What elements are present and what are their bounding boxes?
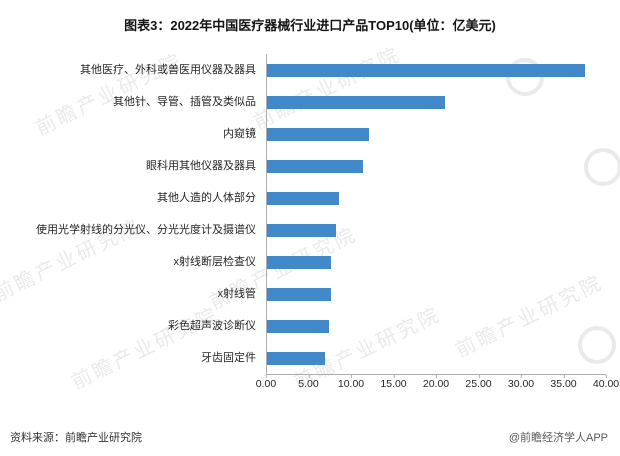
bar [267, 287, 331, 301]
x-axis-tick-label: 10.00 [337, 375, 365, 390]
bar-row: 其他医疗、外科或兽医用仪器及器具 [6, 54, 606, 86]
x-axis-tick-label: 15.00 [380, 375, 407, 390]
bar [267, 351, 326, 365]
bar [267, 95, 445, 109]
bar-row: 其他针、导管、插管及类似品 [6, 86, 606, 118]
credit-label: @前瞻经济学人APP [508, 432, 608, 444]
x-axis-tick-label: 25.00 [465, 375, 492, 390]
category-label: 其他人造的人体部分 [157, 191, 256, 204]
chart-rows: 其他医疗、外科或兽医用仪器及器具其他针、导管、插管及类似品内窥镜眼科用其他仪器及… [6, 54, 606, 374]
bar-track [266, 86, 606, 118]
data-source-label: 资料来源：前瞻产业研究院 [10, 432, 142, 444]
category-label: 其他医疗、外科或兽医用仪器及器具 [80, 63, 256, 76]
bar-track [266, 214, 606, 246]
bar-row: 使用光学射线的分光仪、分光光度计及摄谱仪 [6, 214, 606, 246]
bar-track [266, 310, 606, 342]
chart-title: 图表3：2022年中国医疗器械行业进口产品TOP10(单位：亿美元) [124, 18, 496, 33]
bar-track [266, 182, 606, 214]
x-axis-tick-label: 35.00 [550, 375, 577, 390]
bar [267, 159, 363, 173]
category-label: 牙齿固定件 [201, 351, 256, 364]
bar-track [266, 54, 606, 86]
axis-spacer [6, 374, 266, 399]
x-axis-tick-label: 5.00 [298, 375, 319, 390]
category-label: 眼科用其他仪器及器具 [146, 159, 256, 172]
category-label: 彩色超声波诊断仪 [168, 319, 256, 332]
bar [267, 191, 340, 205]
bar-track [266, 246, 606, 278]
bar-track [266, 342, 606, 374]
category-label: 内窥镜 [223, 127, 256, 140]
bar-row: 牙齿固定件 [6, 342, 606, 374]
x-axis-tick-label: 30.00 [507, 375, 535, 390]
bar [267, 127, 369, 141]
x-axis-tick-label: 20.00 [422, 375, 450, 390]
bar-track [266, 118, 606, 150]
bar-row: x射线管 [6, 278, 606, 310]
bar-track [266, 278, 606, 310]
bar [267, 255, 332, 269]
bar [267, 223, 337, 237]
bar-row: x射线断层检查仪 [6, 246, 606, 278]
bar-row: 彩色超声波诊断仪 [6, 310, 606, 342]
bar [267, 319, 329, 333]
bar-track [266, 150, 606, 182]
category-label: 其他针、导管、插管及类似品 [113, 95, 256, 108]
bar [267, 63, 585, 77]
x-axis-tick-label: 0.00 [255, 375, 277, 390]
category-label: 使用光学射线的分光仪、分光光度计及摄谱仪 [36, 223, 256, 236]
x-axis-tick-label: 40.00 [592, 375, 620, 390]
category-label: x射线断层检查仪 [173, 255, 257, 268]
x-axis-ticks: 0.00 5.00 10.00 15.00 20.00 25.00 30.00 35.00 40… [256, 374, 619, 399]
bar-row: 眼科用其他仪器及器具 [6, 150, 606, 182]
bar-row: 其他人造的人体部分 [6, 182, 606, 214]
category-label: x射线管 [217, 287, 257, 300]
bar-chart: 其他医疗、外科或兽医用仪器及器具其他针、导管、插管及类似品内窥镜眼科用其他仪器及… [6, 54, 619, 399]
x-axis: 0.00 5.00 10.00 15.00 20.00 25.00 30.00 35.00 40… [6, 374, 619, 399]
bar-row: 内窥镜 [6, 118, 606, 150]
